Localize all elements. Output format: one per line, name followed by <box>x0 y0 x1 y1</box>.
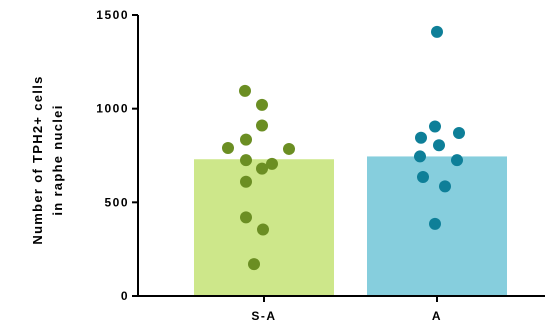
data-point-s-a-8 <box>266 157 278 170</box>
y-tick-label-1000: 1000 <box>96 102 129 116</box>
x-ticks: S-A A <box>251 296 442 323</box>
data-point-a-7 <box>451 154 463 167</box>
y-tick-label-1500: 1500 <box>96 8 129 22</box>
y-tick-label-500: 500 <box>104 195 129 209</box>
y-axis-title-line-1: Number of TPH2+ cells <box>30 75 45 244</box>
data-point-a-6 <box>414 150 426 163</box>
data-point-s-a-3 <box>256 119 268 132</box>
x-tick-label-a: A <box>432 309 442 323</box>
data-point-a-8 <box>417 171 429 184</box>
data-points <box>222 25 465 271</box>
data-point-s-a-13 <box>248 258 260 271</box>
data-point-a-5 <box>433 139 445 152</box>
data-point-s-a-4 <box>240 133 252 146</box>
bars <box>194 156 507 296</box>
data-point-s-a-12 <box>257 223 269 236</box>
y-ticks: 0 500 1000 1500 <box>96 8 138 303</box>
data-point-s-a-11 <box>240 211 252 224</box>
y-tick-label-0: 0 <box>121 289 129 303</box>
data-point-a-10 <box>429 217 441 230</box>
y-axis-title-line-2: in raphe nuclei <box>50 104 65 215</box>
x-tick-label-s-a: S-A <box>251 309 276 323</box>
data-point-s-a-7 <box>240 154 252 167</box>
data-point-a-1 <box>431 25 443 38</box>
axes <box>137 15 545 297</box>
data-point-s-a-5 <box>222 142 234 155</box>
data-point-a-2 <box>429 120 441 133</box>
y-axis-title: Number of TPH2+ cells in raphe nuclei <box>30 75 65 244</box>
data-point-s-a-9 <box>256 162 268 175</box>
data-point-a-9 <box>439 180 451 193</box>
data-point-a-3 <box>453 127 465 140</box>
data-point-s-a-10 <box>240 175 252 188</box>
data-point-s-a-1 <box>239 84 251 97</box>
data-point-a-4 <box>415 131 427 144</box>
data-point-s-a-2 <box>256 98 268 111</box>
data-point-s-a-6 <box>283 142 295 155</box>
